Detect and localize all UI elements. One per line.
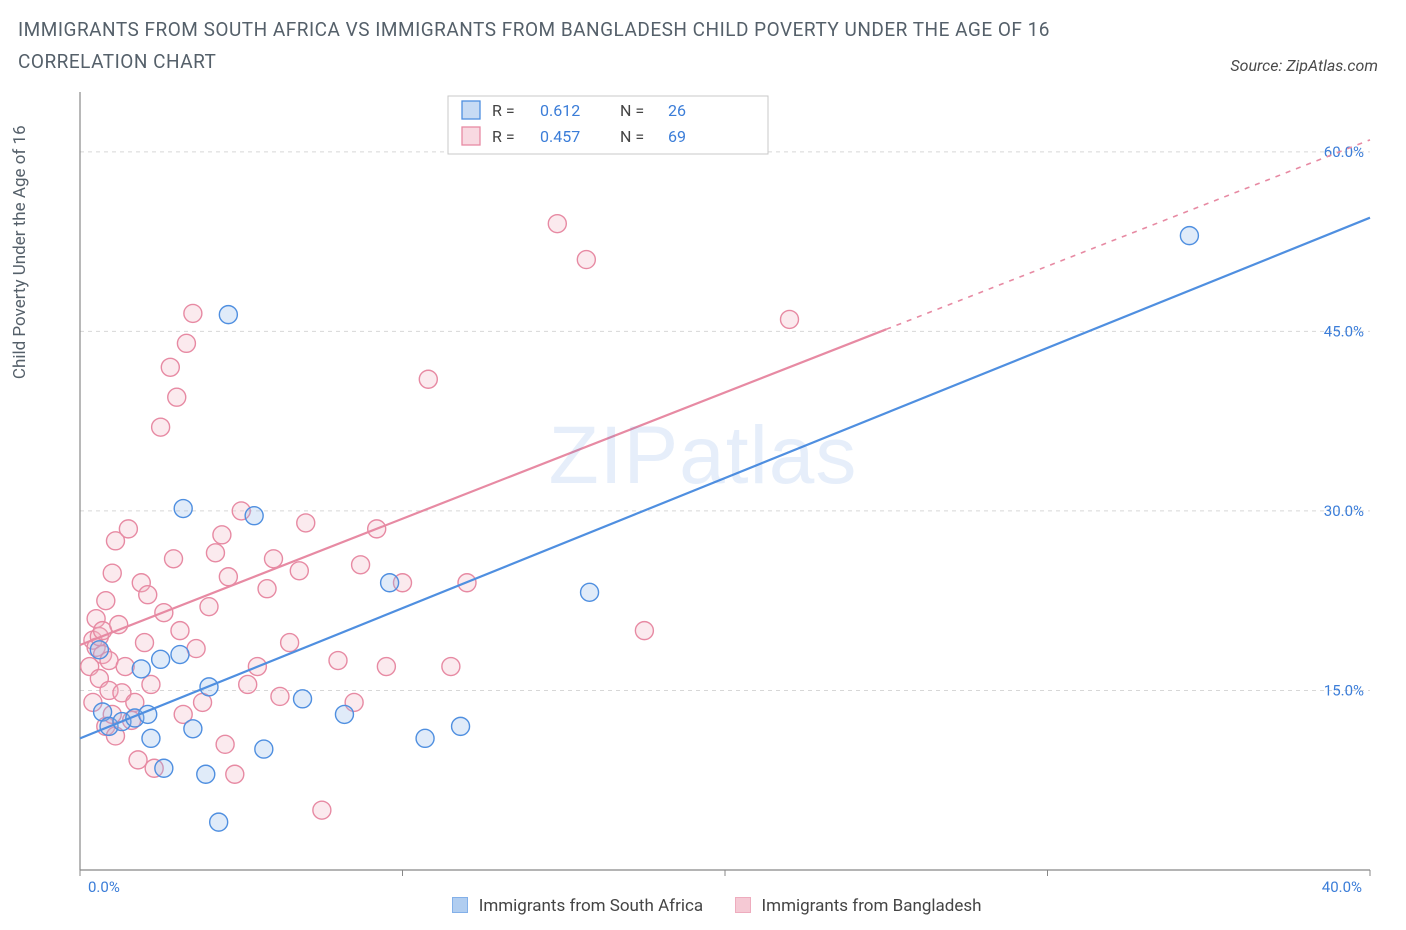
y-axis-label: Child Poverty Under the Age of 16 [10, 125, 30, 379]
svg-text:69: 69 [668, 127, 686, 146]
svg-text:45.0%: 45.0% [1324, 322, 1364, 340]
bottom-legend: Immigrants from South Africa Immigrants … [18, 896, 1388, 916]
svg-text:N =: N = [620, 101, 644, 120]
svg-text:30.0%: 30.0% [1324, 502, 1364, 520]
svg-text:60.0%: 60.0% [1324, 143, 1364, 161]
legend-swatch-1 [452, 897, 468, 913]
chart-container: Child Poverty Under the Age of 16 ZIPatl… [18, 92, 1388, 920]
svg-text:R =: R = [492, 101, 515, 120]
chart-title: IMMIGRANTS FROM SOUTH AFRICA VS IMMIGRAN… [18, 14, 1118, 79]
svg-text:R =: R = [492, 127, 515, 146]
legend-label-2: Immigrants from Bangladesh [762, 896, 982, 916]
svg-text:40.0%: 40.0% [1322, 878, 1362, 896]
legend-swatch-2 [735, 897, 751, 913]
svg-text:26: 26 [668, 101, 686, 120]
source-label: Source: ZipAtlas.com [1230, 56, 1378, 75]
svg-text:0.0%: 0.0% [88, 878, 120, 896]
svg-text:0.612: 0.612 [540, 101, 580, 120]
svg-text:0.457: 0.457 [540, 127, 580, 146]
scatter-chart: 0.0% 40.0% 15.0% 30.0% 45.0% 60.0% R = 0.612 N =… [18, 92, 1380, 906]
svg-text:N =: N = [620, 127, 644, 146]
legend-label-1: Immigrants from South Africa [479, 896, 703, 916]
svg-text:15.0%: 15.0% [1324, 681, 1364, 699]
